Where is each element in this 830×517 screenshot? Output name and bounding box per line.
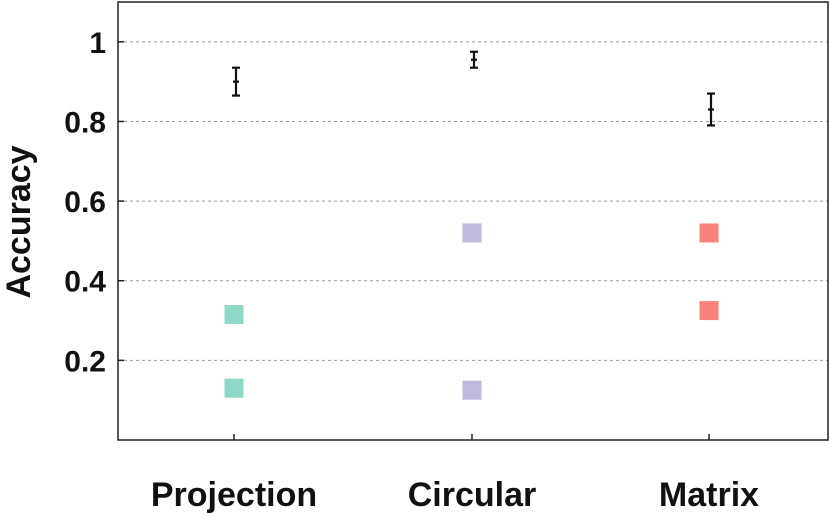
x-tick-label: Projection: [151, 476, 317, 514]
y-tick-label: 0.4: [64, 266, 106, 299]
error-bars: [232, 50, 715, 127]
y-tick-label: 0.2: [64, 345, 106, 378]
y-tick-label: 0.6: [64, 186, 106, 219]
error-bar: [232, 66, 240, 97]
y-axis-label: Accuracy: [0, 145, 38, 298]
x-tick-label: Circular: [408, 476, 537, 514]
data-point: [462, 223, 482, 243]
y-tick-label: 0.8: [64, 106, 106, 139]
y-tick-label: 1: [89, 27, 106, 60]
grid-lines: [118, 41, 828, 361]
data-point: [224, 305, 244, 325]
data-marks: [224, 223, 719, 400]
error-bar: [707, 92, 715, 127]
data-point: [462, 380, 482, 400]
data-point: [699, 301, 719, 321]
x-axis-ticks: Projection Circular Matrix: [151, 434, 759, 514]
error-bar: [470, 50, 478, 69]
x-tick-label: Matrix: [659, 476, 759, 514]
data-point: [699, 223, 719, 243]
y-axis-ticks: 0.2 0.4 0.6 0.8 1: [64, 27, 124, 378]
data-point: [224, 378, 244, 398]
plot-frame: [117, 1, 829, 441]
